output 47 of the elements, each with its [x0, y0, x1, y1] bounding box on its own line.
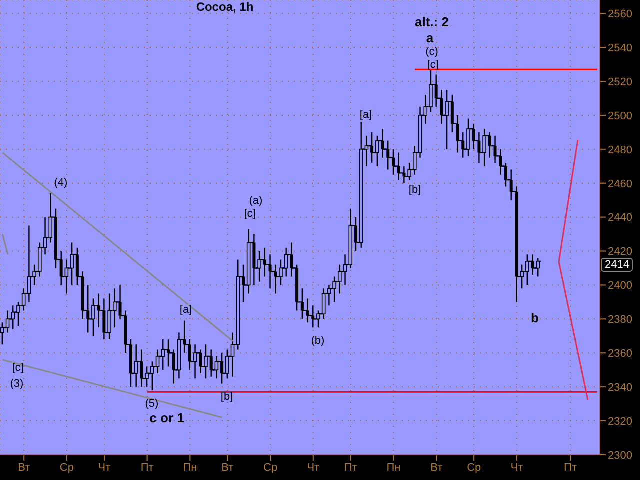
annotation: c or 1 — [150, 410, 184, 426]
x-tick-label: Вт — [18, 462, 30, 474]
annotation: [b] — [220, 391, 234, 403]
annotation: [a] — [180, 304, 192, 316]
x-tick-label: Пн — [386, 462, 401, 474]
y-tick-label: 2540 — [608, 42, 632, 54]
y-tick-label: 2460 — [608, 178, 632, 190]
annotation: (b) — [311, 335, 325, 347]
y-tick-label: 2380 — [608, 314, 632, 326]
annotation: (4) — [54, 177, 68, 189]
y-tick-label: 2440 — [608, 212, 632, 224]
x-tick-label: Пн — [183, 462, 198, 474]
x-tick-label: Пт — [344, 462, 358, 474]
annotation: [c] — [12, 362, 24, 374]
y-tick-label: 2300 — [608, 450, 632, 462]
annotation: alt.: 2 — [415, 14, 449, 30]
y-tick-label: 2420 — [608, 246, 632, 258]
x-tick-label: Чт — [510, 462, 524, 474]
x-tick-label: Ср — [264, 462, 278, 474]
annotation: [c] — [244, 208, 256, 220]
annotation: [a] — [360, 109, 372, 121]
x-tick-label: Пт — [564, 462, 578, 474]
x-tick-label: Пт — [140, 462, 154, 474]
annotation: a — [426, 30, 434, 46]
y-tick-label: 2560 — [608, 8, 632, 20]
annotation: (5) — [145, 398, 159, 410]
y-tick-label: 2360 — [608, 348, 632, 360]
chart-title: Cocoa, 1h — [195, 0, 255, 14]
x-tick-label: Ср — [60, 462, 74, 474]
y-tick-label: 2520 — [608, 76, 632, 88]
y-tick-label: 2400 — [608, 280, 632, 292]
text: 2414 — [601, 258, 634, 272]
annotation: b — [531, 310, 539, 326]
y-tick-label: 2480 — [608, 144, 632, 156]
annotation: [c] — [427, 59, 439, 71]
annotation: (c) — [426, 46, 438, 58]
y-tick-label: 2320 — [608, 416, 632, 428]
x-tick-label: Ср — [467, 462, 482, 474]
x-tick-label: Чт — [98, 462, 111, 474]
y-tick-label: 2340 — [608, 382, 632, 394]
annotation: (a) — [249, 195, 263, 207]
x-tick-label: Вт — [222, 462, 234, 474]
x-tick-label: Чт — [307, 462, 320, 474]
x-tick-label: Вт — [430, 462, 443, 474]
y-tick-label: 2500 — [608, 110, 632, 122]
annotation: (3) — [10, 378, 24, 390]
annotation: [b] — [408, 184, 422, 196]
